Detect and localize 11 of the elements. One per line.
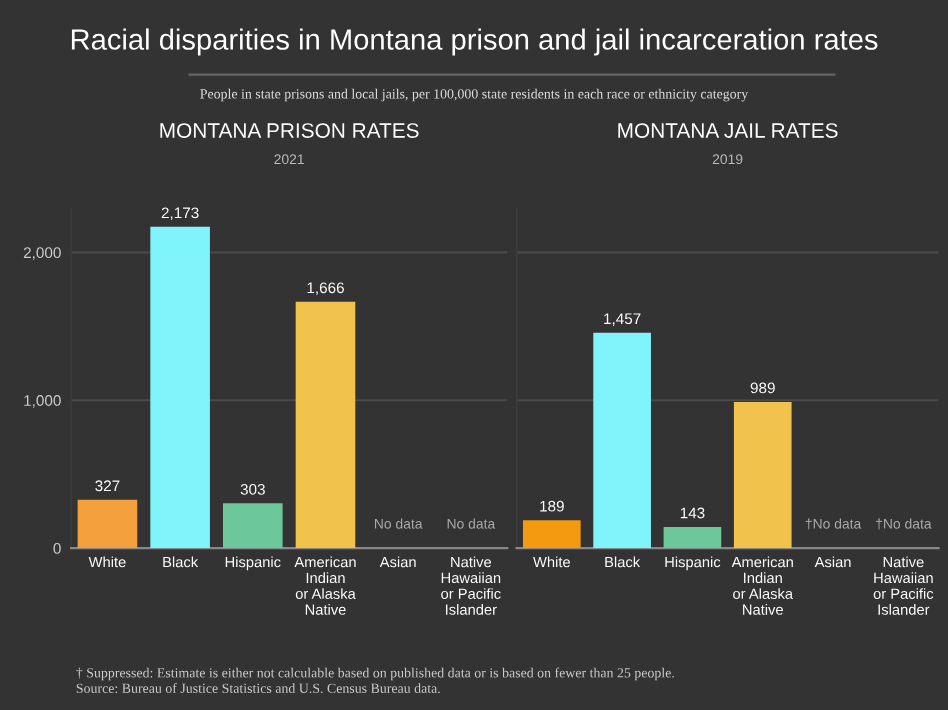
bar <box>77 499 138 549</box>
bar <box>150 226 210 549</box>
chart-title: MONTANA PRISON RATES <box>160 123 419 138</box>
chart-title: MONTANA JAIL RATES <box>618 123 838 138</box>
bar <box>593 332 651 549</box>
text: Racial disparities in Montana prison and jail incarceration rates <box>71 28 878 56</box>
bar <box>733 401 792 549</box>
bar <box>663 526 722 549</box>
bar <box>522 520 581 549</box>
bar <box>295 301 356 549</box>
bar <box>223 503 283 549</box>
